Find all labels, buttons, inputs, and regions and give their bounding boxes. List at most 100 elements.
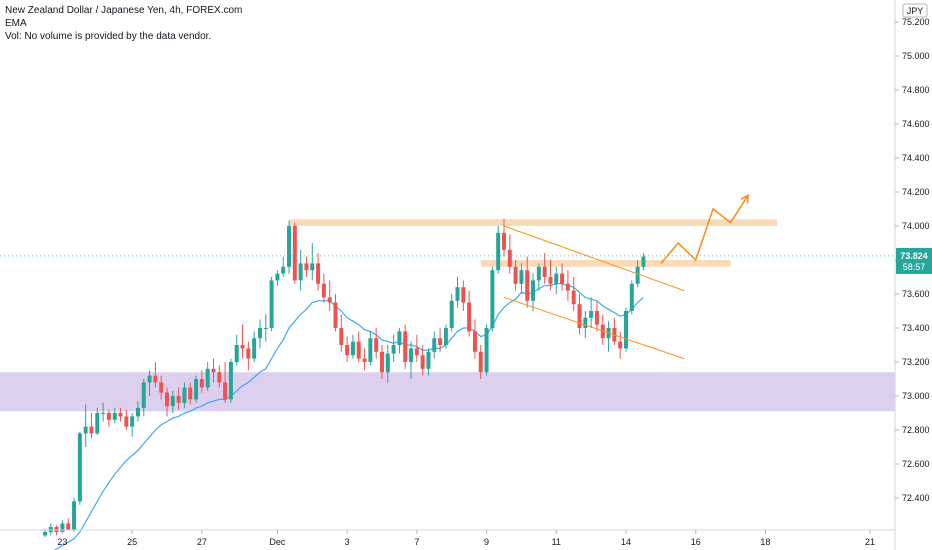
- y-tick-label: 74.400: [902, 153, 930, 163]
- candle-body: [397, 331, 402, 345]
- candle-body: [345, 345, 350, 356]
- candle: [472, 319, 477, 359]
- y-tick-label: 74.000: [902, 221, 930, 231]
- candle-body: [490, 270, 495, 328]
- candle: [397, 328, 402, 354]
- candle-body: [304, 263, 309, 271]
- resistance-zone-1[interactable]: [289, 219, 778, 226]
- candle-body: [594, 311, 599, 325]
- candle-body: [467, 302, 472, 332]
- candle-body: [159, 382, 164, 393]
- candle: [362, 348, 367, 371]
- candle-body: [635, 266, 640, 284]
- candle-body: [252, 338, 257, 359]
- candle-body: [362, 358, 367, 362]
- candle: [292, 222, 297, 284]
- candle-body: [101, 413, 106, 414]
- candle-body: [95, 413, 100, 434]
- candle: [89, 413, 94, 439]
- candle: [304, 256, 309, 277]
- candle: [106, 409, 111, 427]
- candle-body: [624, 311, 628, 349]
- candle-body: [391, 345, 396, 354]
- candle: [501, 219, 506, 257]
- candle: [554, 266, 559, 294]
- candle-body: [571, 290, 576, 305]
- candle: [461, 280, 466, 311]
- y-tick-label: 75.000: [902, 51, 930, 61]
- candle-body: [542, 266, 547, 277]
- candle-body: [472, 331, 477, 352]
- x-tick-label: 14: [621, 537, 631, 547]
- candle: [170, 390, 175, 413]
- candle: [374, 328, 379, 359]
- ema-line: [53, 283, 644, 550]
- candle-body: [135, 407, 140, 417]
- candle: [182, 382, 187, 408]
- candle-body: [176, 396, 181, 403]
- candle: [571, 277, 576, 311]
- candle: [287, 220, 292, 274]
- candle: [385, 345, 390, 383]
- candle: [252, 331, 257, 362]
- candle-body: [455, 287, 460, 301]
- y-tick-label: 72.600: [902, 459, 930, 469]
- candle: [66, 518, 71, 531]
- candle: [205, 362, 210, 391]
- candle: [327, 280, 332, 311]
- candle: [321, 273, 326, 303]
- bar-countdown: 58:57: [903, 262, 926, 272]
- candle: [112, 407, 117, 424]
- y-tick-label: 73.400: [902, 323, 930, 333]
- candle-body: [484, 328, 489, 373]
- candle: [246, 341, 251, 371]
- channel-lower-line[interactable]: [503, 296, 685, 360]
- x-tick-label: 9: [484, 537, 489, 547]
- x-tick-label: 3: [345, 537, 350, 547]
- projection-path[interactable]: [660, 194, 749, 264]
- candle: [560, 263, 565, 291]
- support-zone[interactable]: [0, 372, 895, 412]
- candle: [153, 362, 158, 388]
- currency-badge[interactable]: JPY: [902, 3, 928, 18]
- candle: [577, 294, 582, 335]
- last-price-value: 73.824: [900, 251, 928, 261]
- candle: [594, 300, 599, 332]
- candle-body: [414, 348, 419, 356]
- candle-body: [130, 416, 135, 427]
- candle: [379, 345, 384, 379]
- candle: [101, 402, 106, 422]
- legend-indicator[interactable]: EMA: [5, 18, 27, 29]
- candle-body: [234, 345, 239, 362]
- candle: [83, 404, 88, 447]
- projection-arrowhead: [740, 194, 749, 204]
- candle: [542, 253, 547, 284]
- candle-body: [269, 280, 274, 328]
- candle-body: [48, 526, 53, 532]
- candle-body: [292, 226, 297, 281]
- candle-body: [443, 328, 448, 345]
- candle-body: [432, 338, 437, 352]
- candle: [141, 379, 146, 417]
- candle: [432, 331, 437, 359]
- candle-body: [583, 317, 588, 328]
- candle-body: [339, 328, 344, 345]
- candle-body: [379, 351, 384, 373]
- y-tick-label: 73.200: [902, 357, 930, 367]
- candle-body: [374, 338, 379, 352]
- candle-body: [368, 338, 373, 362]
- candle: [548, 260, 553, 291]
- candle-body: [525, 270, 530, 301]
- resistance-zone-2[interactable]: [480, 260, 731, 267]
- candle-body: [461, 287, 466, 303]
- candle: [618, 331, 623, 359]
- channel-upper-line[interactable]: [503, 225, 685, 292]
- candle: [159, 375, 164, 400]
- candle-body: [217, 372, 222, 383]
- legend-volume-note: Vol: No volume is provided by the data v…: [5, 31, 212, 42]
- candle-body: [112, 413, 117, 420]
- candle-body: [618, 341, 623, 349]
- candle-body: [141, 382, 146, 408]
